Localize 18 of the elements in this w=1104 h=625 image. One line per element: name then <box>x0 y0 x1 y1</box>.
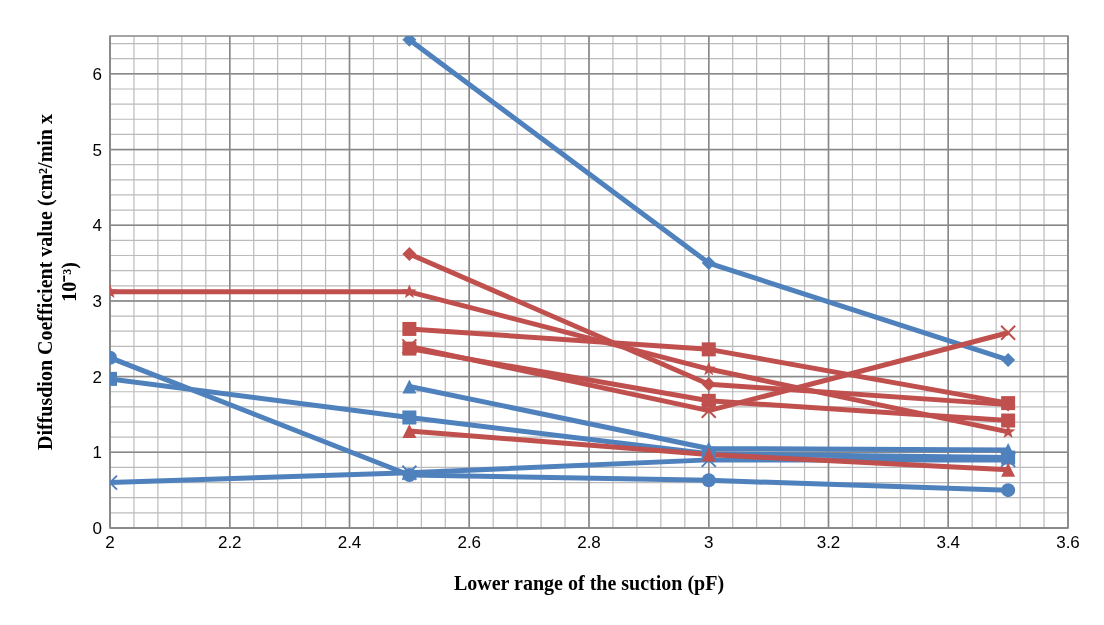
y-axis-title: Diffusdion Coefficient value (cm²/min x 10⁻³) <box>34 114 81 450</box>
x-tick-label: 3.2 <box>816 533 841 553</box>
x-tick-label: 2.8 <box>577 533 601 553</box>
x-tick-label: 2.6 <box>457 533 482 553</box>
x-tick-label: 2.2 <box>217 533 242 553</box>
x-tick-label: 2.4 <box>337 533 362 553</box>
y-tick-label: 2 <box>92 367 102 387</box>
x-axis-title: Lower range of the suction (pF) <box>453 572 725 595</box>
y-tick-label: 1 <box>92 443 102 463</box>
y-tick-label: 0 <box>92 519 102 539</box>
x-tick-label: 3 <box>704 533 714 553</box>
y-tick-label: 3 <box>92 291 102 311</box>
x-tick-label: 3.4 <box>936 533 961 553</box>
x-tick-label: 2 <box>105 533 115 553</box>
y-tick-label: 5 <box>92 140 102 160</box>
x-tick-label: 3.6 <box>1056 533 1080 553</box>
y-tick-label: 4 <box>92 216 102 236</box>
y-tick-label: 6 <box>92 64 102 84</box>
